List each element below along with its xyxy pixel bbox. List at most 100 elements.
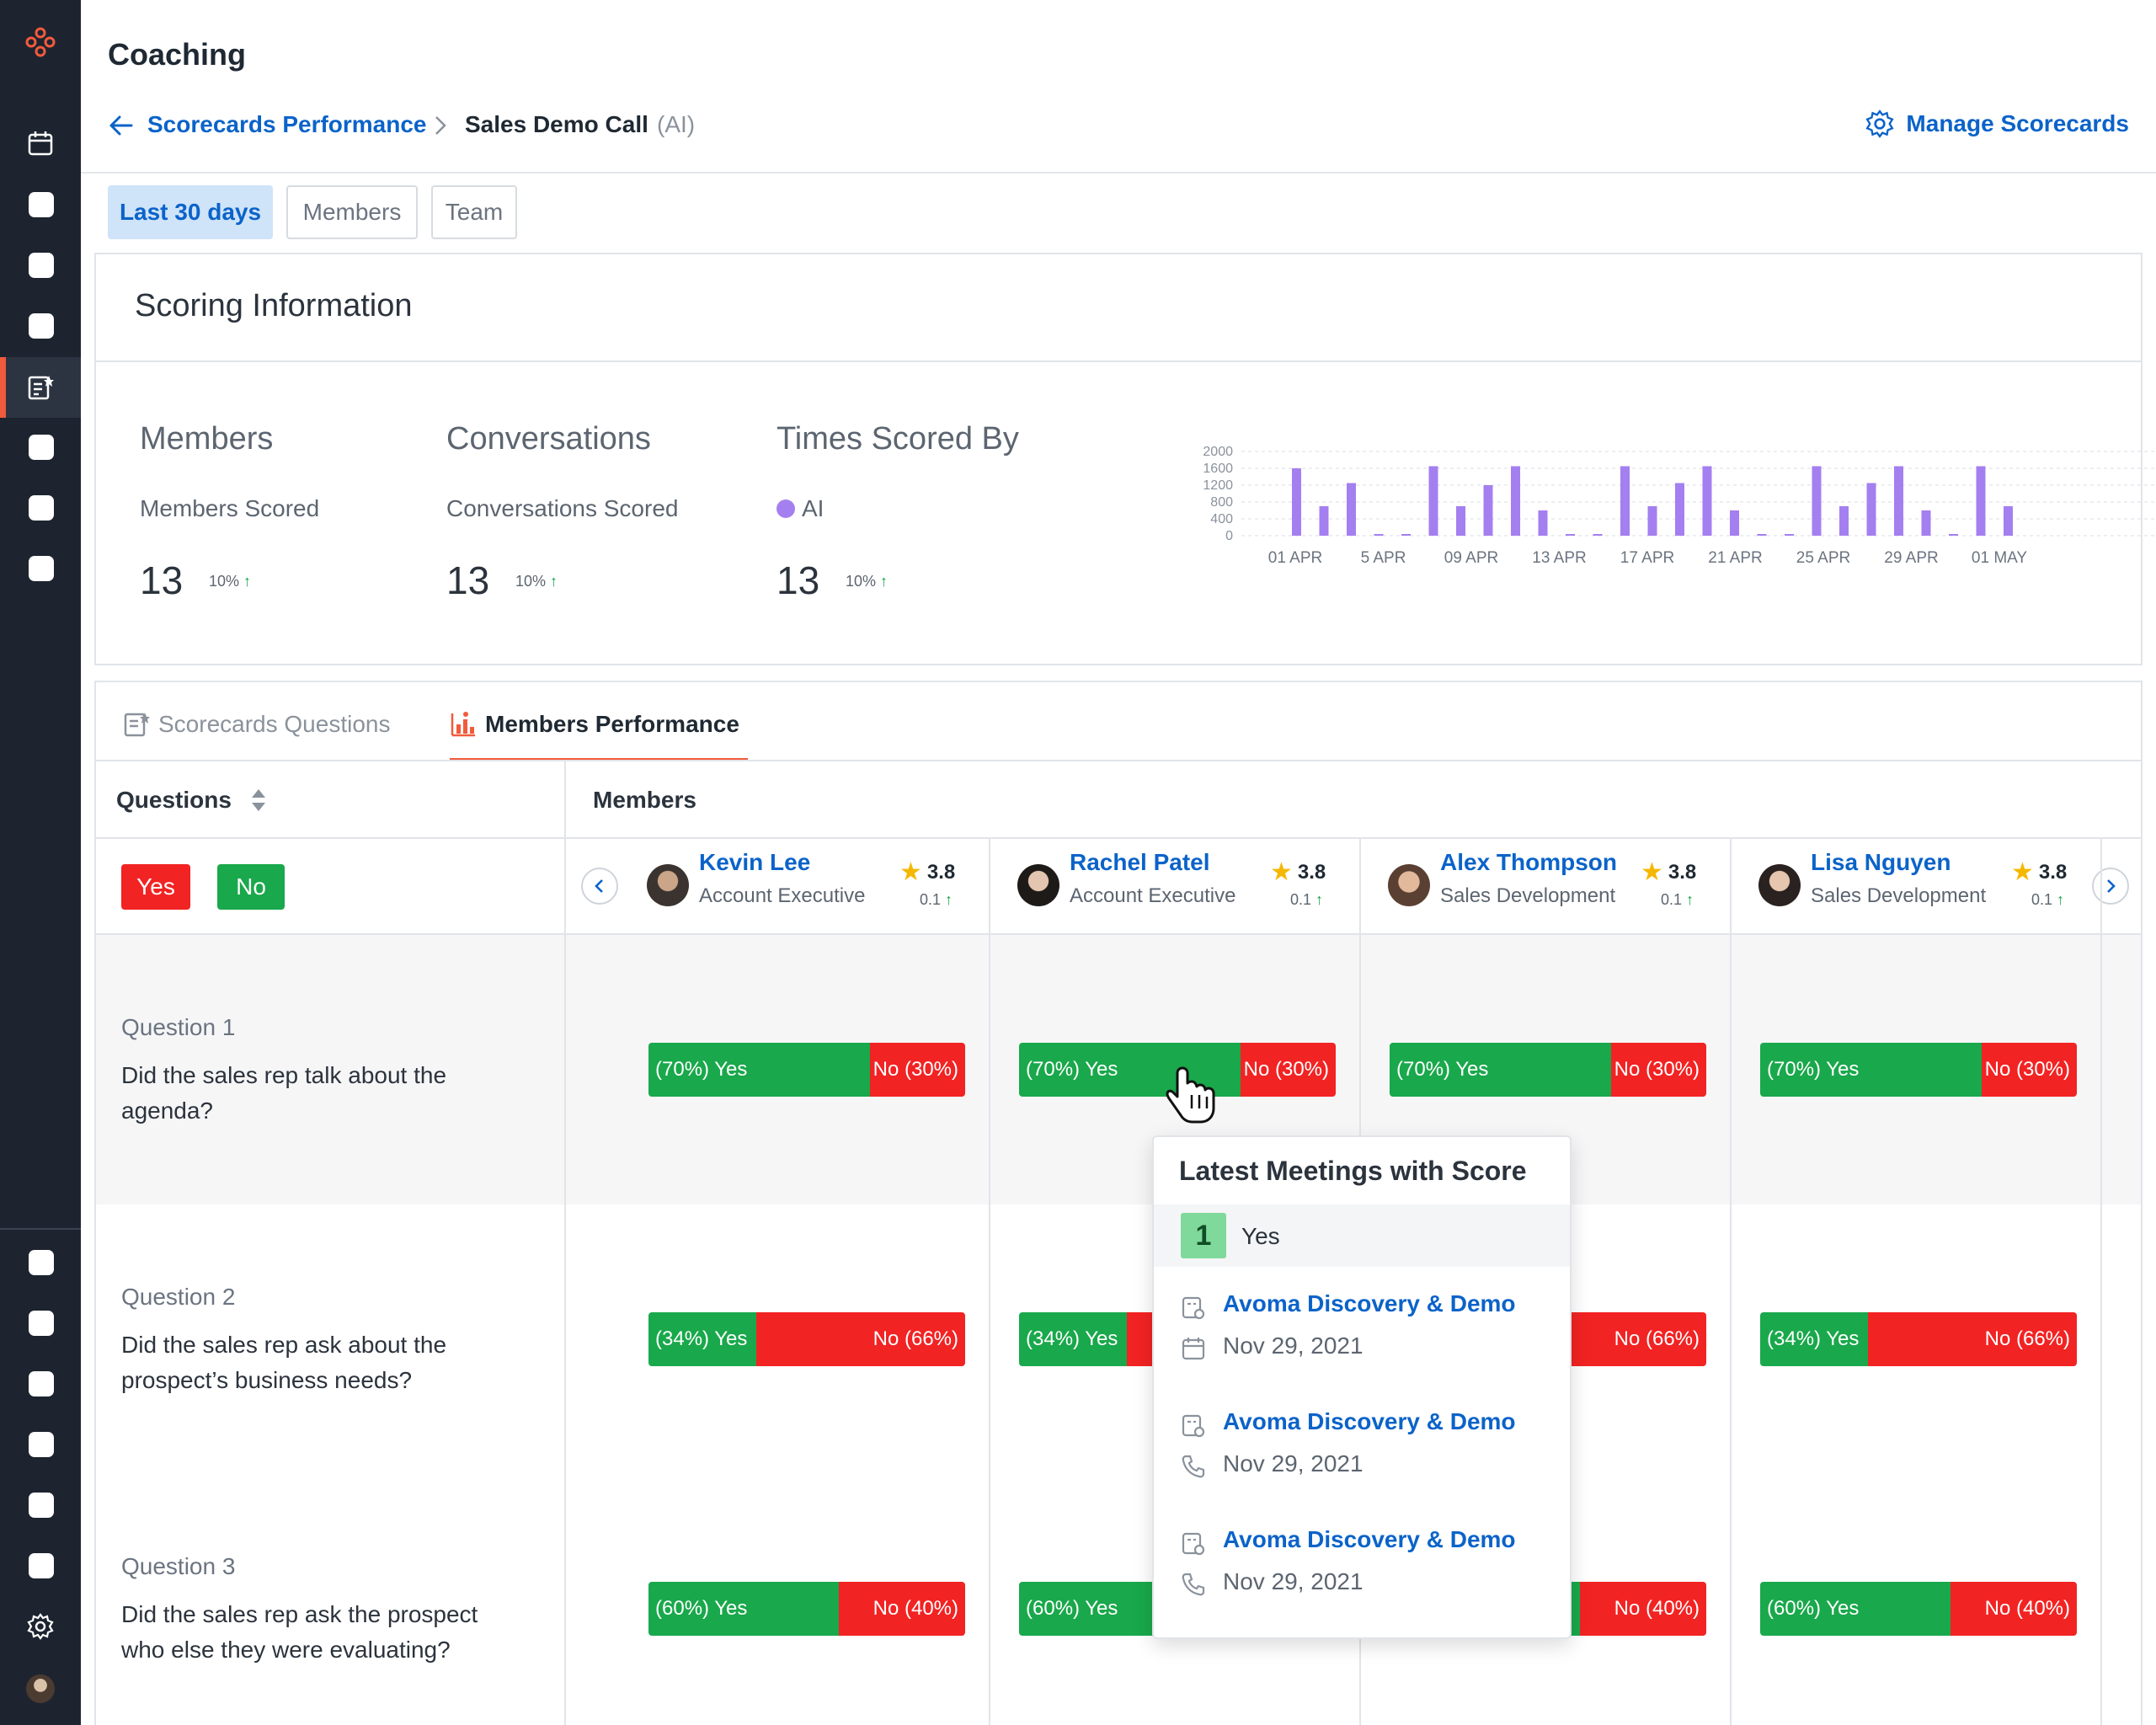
score-bar-yes[interactable]: (60%) Yes — [648, 1582, 839, 1636]
chart-bar[interactable] — [1976, 466, 1986, 537]
score-bar-yes[interactable]: (34%) Yes — [1019, 1312, 1127, 1366]
gear-icon[interactable] — [27, 1613, 54, 1640]
meeting-title-link[interactable]: Avoma Discovery & Demo — [1223, 1408, 1516, 1434]
score-bar-yes[interactable]: (60%) Yes — [1760, 1582, 1951, 1636]
score-bar[interactable]: (70%) Yes No (30%) — [1760, 1043, 2077, 1097]
chart-bar[interactable] — [1593, 534, 1603, 536]
member-card[interactable]: Kevin Lee Account Executive ★ 3.8 0.1 ↑ — [647, 839, 967, 935]
tab-scorecards-questions[interactable]: Scorecards Questions — [123, 711, 390, 738]
score-bar-yes[interactable]: (70%) Yes — [1390, 1043, 1612, 1097]
scorecard-icon[interactable] — [27, 374, 54, 401]
chart-bar[interactable] — [1319, 506, 1329, 536]
chart-bar[interactable] — [1292, 468, 1301, 536]
manage-scorecards-link[interactable]: Manage Scorecards — [1865, 109, 2129, 138]
members-next-button[interactable] — [2092, 868, 2129, 905]
chart-bar[interactable] — [1566, 534, 1575, 536]
app-logo-icon[interactable] — [24, 25, 57, 59]
filter-members[interactable]: Members — [286, 185, 418, 239]
members-performance-table: Questions Members Yes No Kevin Lee Accou… — [94, 760, 2143, 1725]
chart-bar[interactable] — [1483, 485, 1493, 536]
chart-bar[interactable] — [1428, 466, 1438, 537]
member-name[interactable]: Lisa Nguyen — [1811, 849, 1951, 875]
chart-bar[interactable] — [1949, 534, 1958, 536]
user-avatar[interactable] — [26, 1674, 55, 1703]
nav-item-icon[interactable] — [29, 1311, 54, 1336]
back-arrow-icon[interactable] — [108, 113, 135, 138]
nav-item-icon[interactable] — [29, 435, 54, 460]
nav-item-icon[interactable] — [29, 1432, 54, 1457]
chart-bar[interactable] — [1757, 534, 1767, 536]
chart-bar[interactable] — [1702, 466, 1712, 537]
score-bar-yes[interactable]: (70%) Yes — [648, 1043, 871, 1097]
chart-bar[interactable] — [1401, 534, 1411, 536]
score-bar[interactable]: (70%) Yes No (30%) — [1390, 1043, 1706, 1097]
score-bar-no[interactable]: No (66%) — [755, 1312, 965, 1366]
calendar-icon[interactable] — [27, 130, 54, 157]
chart-bar[interactable] — [1839, 506, 1849, 536]
score-bar-yes[interactable]: (70%) Yes — [1760, 1043, 1983, 1097]
chart-bar[interactable] — [1785, 534, 1794, 536]
nav-item-icon[interactable] — [29, 253, 54, 278]
score-bar-no[interactable]: No (30%) — [1611, 1043, 1706, 1097]
member-card[interactable]: Lisa Nguyen Sales Development ★ 3.8 0.1 ↑ — [1758, 839, 2079, 935]
questions-header-label: Questions — [116, 787, 232, 813]
chart-bar[interactable] — [1511, 466, 1520, 537]
chart-bar[interactable] — [1730, 510, 1739, 536]
meeting-title-link[interactable]: Avoma Discovery & Demo — [1223, 1290, 1516, 1316]
filter-team[interactable]: Team — [431, 185, 517, 239]
score-bar-yes[interactable]: (34%) Yes — [648, 1312, 756, 1366]
score-bar-yes[interactable]: (34%) Yes — [1760, 1312, 1868, 1366]
meeting-title-link[interactable]: Avoma Discovery & Demo — [1223, 1526, 1516, 1552]
chart-bar[interactable] — [1894, 466, 1903, 537]
member-rating-delta: 0.1 ↑ — [1661, 891, 1694, 909]
members-prev-button[interactable] — [581, 868, 618, 905]
meeting-item[interactable]: Avoma Discovery & Demo Nov 29, 2021 — [1181, 1525, 1551, 1617]
nav-item-icon[interactable] — [29, 495, 54, 521]
sort-icon[interactable] — [250, 788, 267, 813]
chart-bar[interactable] — [1456, 506, 1465, 536]
member-name[interactable]: Kevin Lee — [699, 849, 811, 875]
member-name[interactable]: Rachel Patel — [1070, 849, 1210, 875]
filter-last-30-days[interactable]: Last 30 days — [108, 185, 273, 239]
nav-item-icon[interactable] — [29, 556, 54, 581]
tab-members-performance[interactable]: Members Performance — [450, 711, 739, 738]
scoring-info-title: Scoring Information — [135, 288, 413, 323]
chart-bar[interactable] — [1866, 483, 1876, 537]
nav-item-icon[interactable] — [29, 192, 54, 217]
score-bar-no[interactable]: No (40%) — [1579, 1582, 1706, 1636]
calendar-icon — [1182, 1338, 1205, 1360]
nav-item-icon[interactable] — [29, 1371, 54, 1397]
score-bar[interactable]: (70%) Yes No (30%) — [1019, 1043, 1336, 1097]
score-bar-no[interactable]: No (30%) — [1982, 1043, 2077, 1097]
meeting-item[interactable]: Avoma Discovery & Demo Nov 29, 2021 — [1181, 1289, 1551, 1381]
chart-bar[interactable] — [1374, 534, 1384, 536]
chart-bar[interactable] — [1921, 510, 1931, 536]
member-card[interactable]: Rachel Patel Account Executive ★ 3.8 0.1 … — [1017, 839, 1337, 935]
chart-bar[interactable] — [1812, 466, 1822, 537]
member-name[interactable]: Alex Thompson — [1440, 849, 1618, 875]
score-bar-no[interactable]: No (30%) — [1241, 1043, 1336, 1097]
member-card[interactable]: Alex Thompson Sales Development ★ 3.8 0.1… — [1388, 839, 1708, 935]
chart-bar[interactable] — [1675, 483, 1684, 537]
chart-bar[interactable] — [1538, 510, 1548, 536]
nav-item-icon[interactable] — [29, 1493, 54, 1518]
score-bar-no[interactable]: No (30%) — [870, 1043, 965, 1097]
meeting-item[interactable]: Avoma Discovery & Demo Nov 29, 2021 — [1181, 1407, 1551, 1499]
score-bar-no[interactable]: No (66%) — [1867, 1312, 2077, 1366]
nav-item-icon[interactable] — [29, 1250, 54, 1275]
chart-bar[interactable] — [1620, 466, 1630, 537]
nav-item-icon[interactable] — [29, 1553, 54, 1578]
score-bar-no[interactable]: No (40%) — [838, 1582, 965, 1636]
nav-item-icon[interactable] — [29, 313, 54, 339]
chart-bar[interactable] — [1647, 506, 1657, 536]
score-bar[interactable]: (70%) Yes No (30%) — [648, 1043, 965, 1097]
score-bar-no[interactable]: No (40%) — [1950, 1582, 2077, 1636]
chart-bar[interactable] — [2004, 506, 2013, 536]
chart-bar[interactable] — [1347, 483, 1356, 537]
questions-column-header[interactable]: Questions — [116, 787, 267, 814]
breadcrumb-parent-link[interactable]: Scorecards Performance — [147, 111, 427, 137]
